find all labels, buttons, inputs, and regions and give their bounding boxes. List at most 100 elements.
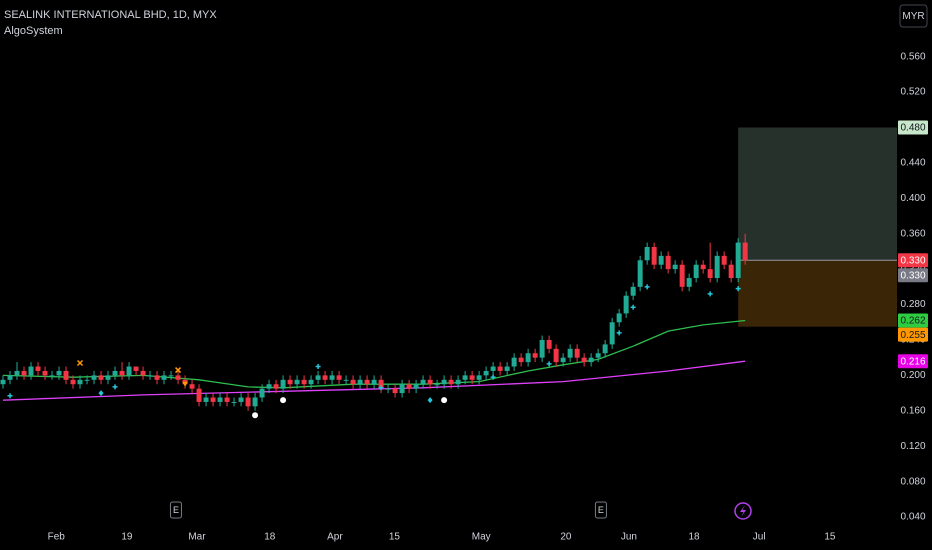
price-tag-label: 0.480: [900, 123, 925, 134]
candle-body: [602, 344, 608, 354]
y-tick-label: 0.120: [900, 441, 925, 452]
candle-body: [245, 397, 251, 407]
candle-body: [672, 264, 678, 270]
x-tick-label: Jul: [753, 532, 766, 543]
candle-body: [273, 384, 279, 389]
candle-body: [448, 379, 454, 385]
candle-body: [609, 322, 615, 345]
y-tick-label: 0.280: [900, 299, 925, 310]
candle-body: [651, 247, 657, 265]
candle-body: [441, 379, 447, 385]
candle-body: [560, 357, 566, 363]
candle-body: [350, 379, 356, 385]
x-tick-label: 19: [121, 532, 133, 543]
candle-body: [574, 348, 580, 358]
candle-body: [476, 375, 482, 380]
signal-plus: [630, 304, 636, 310]
price-tag-label: 0.216: [900, 356, 925, 367]
candle-body: [63, 370, 69, 380]
candle-body: [483, 370, 489, 376]
candle-body: [0, 379, 6, 385]
candle-body: [595, 353, 601, 358]
y-tick-label: 0.440: [900, 158, 925, 169]
currency-button[interactable]: [899, 4, 928, 28]
x-tick-label: 18: [264, 532, 276, 543]
candle-body: [343, 379, 349, 381]
x-tick-label: Jun: [621, 532, 637, 543]
candle-body: [287, 379, 293, 385]
candle-body: [98, 375, 104, 380]
signal-plus: [112, 384, 118, 390]
price-tag-label: 0.330: [900, 255, 925, 266]
candle-body: [658, 255, 664, 265]
candle-body: [378, 379, 384, 389]
candle-body: [308, 379, 314, 385]
candle-body: [742, 242, 748, 261]
candle-body: [7, 375, 13, 380]
candle-body: [266, 384, 272, 389]
x-tick-label: May: [472, 532, 491, 543]
signal-diamond: [427, 397, 433, 404]
candle-body: [532, 353, 538, 358]
candle-body: [70, 379, 76, 385]
candle-body: [511, 357, 517, 367]
price-tag-label: 0.262: [900, 316, 925, 327]
candle-body: [427, 379, 433, 385]
candle-body: [336, 375, 342, 380]
y-tick-label: 0.400: [900, 193, 925, 204]
x-tick-label: Apr: [327, 532, 343, 543]
currency-label[interactable]: MYR: [902, 11, 924, 22]
signal-plus: [644, 284, 650, 290]
candle-body: [175, 375, 181, 380]
candle-body: [728, 264, 734, 278]
candle-body: [525, 353, 531, 363]
y-tick-label: 0.040: [900, 512, 925, 523]
candle-body: [112, 370, 118, 376]
candle-body: [490, 366, 496, 371]
price-tag: [898, 327, 928, 342]
candle-body: [553, 348, 559, 363]
signal-cross: [175, 367, 182, 374]
candle-body: [616, 313, 622, 323]
x-tick-label: 20: [560, 532, 572, 543]
loss-zone: [738, 260, 897, 327]
signal-diamond: [98, 390, 104, 397]
candle-body: [399, 384, 405, 394]
indicator-name: AlgoSystem: [4, 25, 63, 37]
candle-body: [644, 247, 650, 261]
candle-body: [735, 242, 741, 278]
candle-body: [707, 269, 713, 278]
candle-body: [504, 366, 510, 371]
x-tick-label: 15: [389, 532, 401, 543]
candle-body: [588, 357, 594, 363]
candle-body: [294, 379, 300, 385]
candle-body: [455, 379, 461, 385]
candle-body: [84, 379, 90, 381]
event-label: E: [173, 505, 179, 515]
candle-body: [630, 286, 636, 296]
candle-body: [42, 370, 48, 376]
candle-body: [546, 339, 552, 349]
candle-body: [105, 375, 111, 380]
y-tick-label: 0.520: [900, 87, 925, 98]
candle-body: [301, 379, 307, 385]
candle-body: [28, 366, 34, 376]
candle-body: [259, 388, 265, 398]
candle-body: [385, 388, 391, 390]
candle-body: [497, 366, 503, 371]
candle-body: [567, 348, 573, 358]
candle-body: [133, 366, 139, 371]
event-badge: [594, 501, 607, 519]
signal-plus: [315, 364, 321, 370]
candle-body: [91, 375, 97, 380]
candle-body: [469, 375, 475, 380]
chart-title: SEALINK INTERNATIONAL BHD, 1D, MYX: [4, 9, 217, 21]
candle-body: [21, 370, 27, 376]
candle-body: [154, 375, 160, 380]
price-tag: [898, 313, 928, 328]
signal-dot: [252, 412, 259, 419]
price-tag: [898, 354, 928, 369]
candle-body: [322, 375, 328, 380]
profit-zone: [738, 127, 897, 261]
